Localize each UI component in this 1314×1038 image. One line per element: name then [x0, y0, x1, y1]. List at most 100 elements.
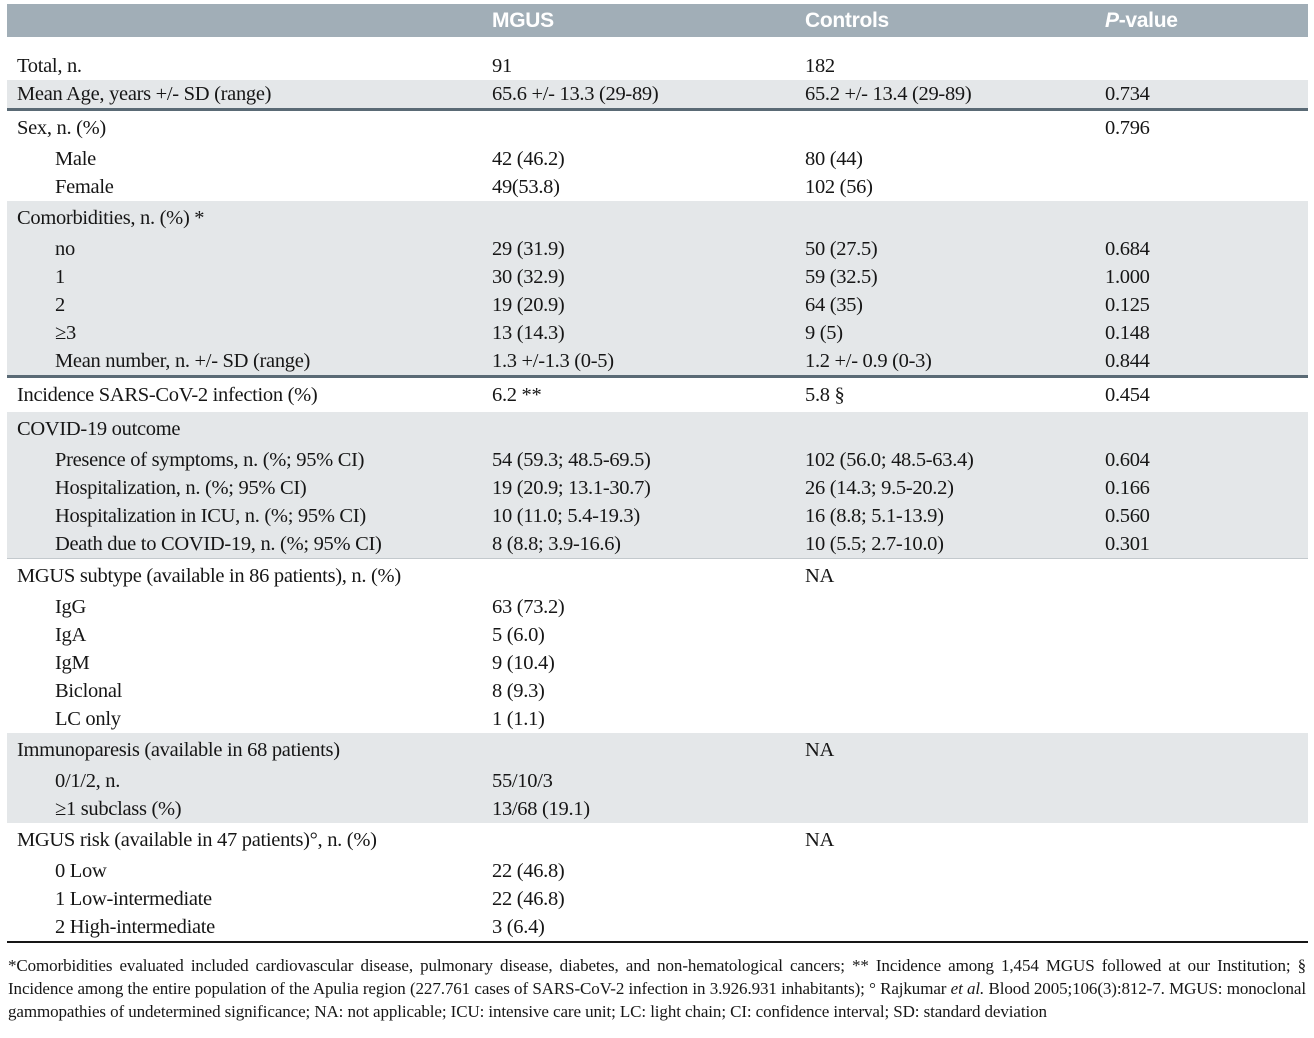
table-row: Comorbidities, n. (%) *: [7, 201, 1308, 235]
table-footnote: *Comorbidities evaluated included cardio…: [0, 954, 1314, 1023]
row-label: ≥1 subclass (%): [55, 797, 182, 820]
pvalue-italic-p: P: [1105, 8, 1119, 32]
cell-mgus-value: 30 (32.9): [492, 265, 565, 288]
table-row: 0/1/2, n. 55/10/3: [7, 767, 1308, 795]
table-row: Biclonal 8 (9.3): [7, 677, 1308, 705]
cell-controls-value: NA: [805, 564, 835, 587]
column-header-mgus: MGUS: [492, 8, 554, 32]
cell-controls-value: 102 (56.0; 48.5-63.4): [805, 448, 974, 471]
cell-mgus-value: 3 (6.4): [492, 915, 545, 938]
table-row: IgG 63 (73.2): [7, 593, 1308, 621]
cell-controls-value: 9 (5): [805, 321, 843, 344]
table-row: IgA 5 (6.0): [7, 621, 1308, 649]
cell-pvalue: 0.796: [1105, 116, 1150, 139]
column-header-pvalue: P-value: [1105, 9, 1308, 33]
row-label: 2 High-intermediate: [55, 915, 215, 938]
cell-controls-value: NA: [805, 828, 835, 851]
cell-controls-value: NA: [805, 738, 835, 761]
table-row: Death due to COVID-19, n. (%; 95% CI) 8 …: [7, 530, 1308, 559]
cell-controls-value: 182: [805, 54, 835, 77]
cell-mgus-value: 55/10/3: [492, 769, 553, 792]
row-label: Hospitalization in ICU, n. (%; 95% CI): [55, 504, 366, 527]
row-label: Immunoparesis (available in 68 patients): [17, 738, 340, 761]
row-label: Sex, n. (%): [17, 116, 106, 139]
row-label: IgA: [55, 623, 86, 646]
footnote-italic-segment: et al.: [950, 979, 985, 998]
cell-mgus-value: 42 (46.2): [492, 147, 565, 170]
row-label: ≥3: [55, 321, 76, 344]
cell-pvalue: 0.454: [1105, 383, 1150, 406]
pvalue-rest: -value: [1118, 8, 1178, 32]
table-row: 2 High-intermediate 3 (6.4): [7, 913, 1308, 943]
row-label: Hospitalization, n. (%; 95% CI): [55, 476, 307, 499]
row-label: Female: [55, 175, 114, 198]
column-header-controls: Controls: [805, 8, 889, 32]
row-label: 0/1/2, n.: [55, 769, 121, 792]
table-row: Immunoparesis (available in 68 patients)…: [7, 733, 1308, 767]
table-row: Mean Age, years +/- SD (range) 65.6 +/- …: [7, 80, 1308, 111]
table-row: MGUS subtype (available in 86 patients),…: [7, 559, 1308, 593]
row-label: MGUS subtype (available in 86 patients),…: [17, 564, 401, 587]
cell-mgus-value: 65.6 +/- 13.3 (29-89): [492, 82, 659, 105]
cell-controls-value: 50 (27.5): [805, 237, 878, 260]
row-label: Male: [55, 147, 96, 170]
cell-pvalue: 1.000: [1105, 265, 1150, 288]
cell-mgus-value: 10 (11.0; 5.4-19.3): [492, 504, 640, 527]
cell-mgus-value: 9 (10.4): [492, 651, 555, 674]
table-row: Total, n. 91 182: [7, 52, 1308, 80]
cell-mgus-value: 13 (14.3): [492, 321, 565, 344]
table-row: 1 Low-intermediate 22 (46.8): [7, 885, 1308, 913]
cell-mgus-value: 63 (73.2): [492, 595, 565, 618]
cell-pvalue: 0.734: [1105, 82, 1150, 105]
cell-controls-value: 65.2 +/- 13.4 (29-89): [805, 82, 972, 105]
cell-mgus-value: 8 (8.8; 3.9-16.6): [492, 532, 621, 555]
table-row: ≥1 subclass (%) 13/68 (19.1): [7, 795, 1308, 823]
cell-pvalue: 0.148: [1105, 321, 1150, 344]
row-label: Comorbidities, n. (%) *: [17, 206, 205, 229]
table-row: Presence of symptoms, n. (%; 95% CI) 54 …: [7, 446, 1308, 474]
cell-mgus-value: 54 (59.3; 48.5-69.5): [492, 448, 651, 471]
cell-mgus-value: 5 (6.0): [492, 623, 545, 646]
row-label: Biclonal: [55, 679, 123, 702]
table-row: Sex, n. (%) 0.796: [7, 111, 1308, 145]
cell-pvalue: 0.844: [1105, 349, 1150, 372]
row-label: 2: [55, 293, 65, 316]
cell-pvalue: 0.604: [1105, 448, 1150, 471]
row-label: IgG: [55, 595, 86, 618]
cell-mgus-value: 22 (46.8): [492, 887, 565, 910]
cell-mgus-value: 29 (31.9): [492, 237, 565, 260]
cell-controls-value: 10 (5.5; 2.7-10.0): [805, 532, 944, 555]
cell-controls-value: 59 (32.5): [805, 265, 878, 288]
table-row: IgM 9 (10.4): [7, 649, 1308, 677]
cell-mgus-value: 19 (20.9; 13.1-30.7): [492, 476, 651, 499]
cell-controls-value: 80 (44): [805, 147, 863, 170]
table-row: LC only 1 (1.1): [7, 705, 1308, 733]
footnote-segment: *Comorbidities evaluated included cardio…: [8, 956, 1306, 998]
table-row: COVID-19 outcome: [7, 412, 1308, 446]
row-label: 1: [55, 265, 65, 288]
footnote-segment: Blood 2005;106(3):812-7. MGUS: monoclona…: [8, 979, 1306, 1021]
row-label: LC only: [55, 707, 121, 730]
table-row: Hospitalization in ICU, n. (%; 95% CI) 1…: [7, 502, 1308, 530]
cell-mgus-value: 8 (9.3): [492, 679, 545, 702]
cell-controls-value: 1.2 +/- 0.9 (0-3): [805, 349, 932, 372]
cell-controls-value: 16 (8.8; 5.1-13.9): [805, 504, 944, 527]
table-row: 0 Low 22 (46.8): [7, 857, 1308, 885]
table-row: Male 42 (46.2) 80 (44): [7, 145, 1308, 173]
row-label: COVID-19 outcome: [17, 417, 181, 440]
row-label: Death due to COVID-19, n. (%; 95% CI): [55, 532, 382, 555]
table-row: MGUS risk (available in 47 patients)°, n…: [7, 823, 1308, 857]
table-row: 1 30 (32.9) 59 (32.5) 1.000: [7, 263, 1308, 291]
cell-mgus-value: 19 (20.9): [492, 293, 565, 316]
cell-controls-value: 102 (56): [805, 175, 873, 198]
cell-mgus-value: 91: [492, 54, 512, 77]
cell-controls-value: 64 (35): [805, 293, 863, 316]
cell-pvalue: 0.301: [1105, 532, 1150, 555]
cell-pvalue: 0.166: [1105, 476, 1150, 499]
cell-mgus-value: 6.2 **: [492, 383, 542, 406]
table-row: no 29 (31.9) 50 (27.5) 0.684: [7, 235, 1308, 263]
row-label: Total, n.: [17, 54, 82, 77]
cell-pvalue: 0.560: [1105, 504, 1150, 527]
row-label: Mean Age, years +/- SD (range): [17, 82, 272, 105]
